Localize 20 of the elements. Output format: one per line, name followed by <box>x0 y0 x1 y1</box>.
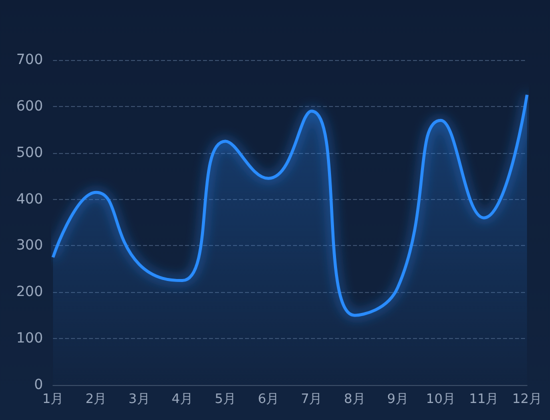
x-tick-label: 12月 <box>512 392 542 407</box>
x-tick-label: 7月 <box>300 392 322 407</box>
x-tick-label: 3月 <box>128 392 150 407</box>
y-tick-label: 500 <box>16 144 43 161</box>
y-tick-label: 600 <box>16 98 43 114</box>
y-tick-label: 700 <box>16 52 43 68</box>
x-tick-label: 9月 <box>387 392 408 407</box>
y-tick-label: 100 <box>16 330 43 347</box>
x-tick-label: 10月 <box>426 392 456 407</box>
x-tick-label: 4月 <box>172 392 193 407</box>
x-tick-label: 2月 <box>85 392 107 407</box>
x-tick-label: 11月 <box>469 392 499 407</box>
x-tick-label: 8月 <box>344 392 366 407</box>
x-tick-label: 1月 <box>42 392 64 407</box>
x-tick-label: 6月 <box>258 392 280 407</box>
y-tick-label: 200 <box>16 284 43 300</box>
y-tick-label: 0 <box>34 377 43 393</box>
y-tick-label: 300 <box>16 238 43 254</box>
x-tick-label: 5月 <box>214 392 236 407</box>
y-tick-label: 400 <box>16 191 43 208</box>
